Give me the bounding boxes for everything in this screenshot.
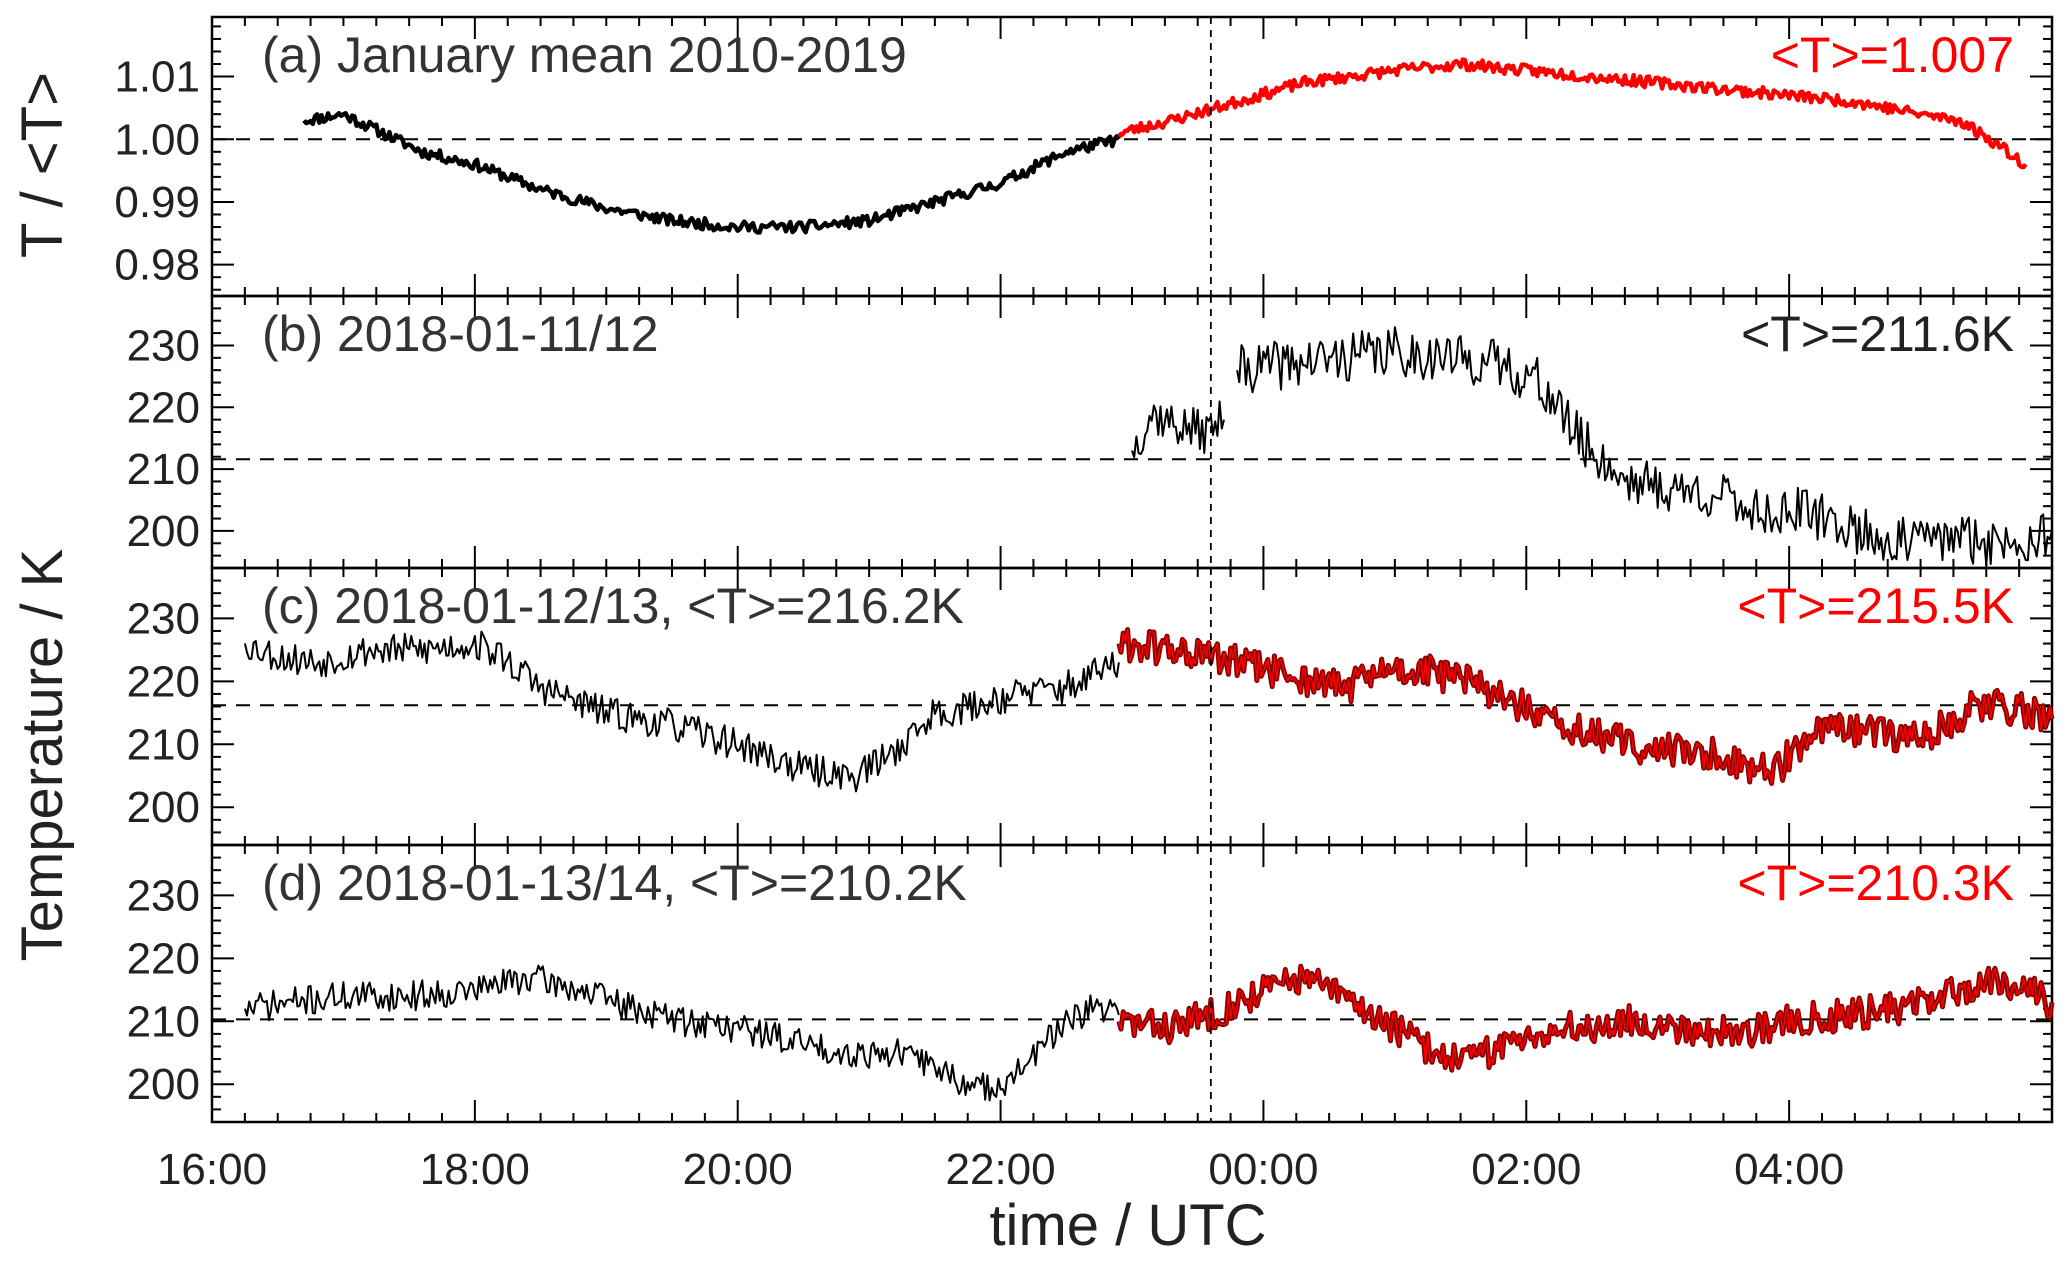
panel-b-series-0 (1131, 400, 1225, 459)
y-tick-label: 200 (127, 507, 200, 556)
y-tick-label: 220 (127, 657, 200, 706)
panel-a-title: (a) January mean 2010-2019 (262, 27, 907, 83)
panel-a-series-0 (302, 111, 1121, 235)
panel-c-series-2 (1118, 628, 2053, 785)
panel-d-series-0 (243, 964, 1120, 1102)
panel-a: 0.98 0.99 1.00 1.01 (a) January mean 2010-20… (114, 15, 2054, 298)
y-axis-label-top: T / <T> (10, 72, 75, 258)
y-tick-label: 200 (127, 1060, 200, 1109)
panel-c-series-0 (243, 630, 1120, 793)
y-tick-label: 210 (127, 997, 200, 1046)
panel-d-series-1 (1116, 963, 2055, 1073)
panel-c-title: (c) 2018-01-12/13, <T>=216.2K (262, 578, 964, 634)
y-tick-label: 220 (127, 383, 200, 432)
y-tick-label: 220 (127, 934, 200, 983)
y-tick-label: 0.98 (114, 241, 200, 290)
panel-c-mean-label: <T>=215.5K (1737, 578, 2014, 634)
x-axis-label: time / UTC (989, 1193, 1266, 1258)
y-tick-label: 230 (127, 321, 200, 370)
panel-b: 200 210 220 230 (b) 2018-01-11/12 <T>=211.6K (127, 294, 2054, 570)
x-tick-label: 16:00 (157, 1145, 267, 1194)
panel-b-series-1 (1236, 326, 2053, 567)
y-tick-label: 210 (127, 720, 200, 769)
x-tick-label: 00:00 (1208, 1145, 1318, 1194)
panel-c: 200 210 220 230 (c) 2018-01-12/13, <T>=216.2… (127, 566, 2055, 847)
x-tick-label: 02:00 (1471, 1145, 1581, 1194)
y-tick-label: 0.99 (114, 178, 200, 227)
x-tick-label: 18:00 (420, 1145, 530, 1194)
y-tick-label: 230 (127, 594, 200, 643)
y-axis-label-bottom: Temperature / K (10, 548, 75, 961)
y-tick-label: 200 (127, 783, 200, 832)
panel-d: 200 210 220 230 (d) 2018-01-13/14, <T>=210.2… (127, 843, 2055, 1124)
y-tick-label: 1.01 (114, 53, 200, 102)
panel-d-title: (d) 2018-01-13/14, <T>=210.2K (262, 855, 967, 911)
y-tick-label: 210 (127, 445, 200, 494)
y-tick-label: 1.00 (114, 115, 200, 164)
panels-group: 0.98 0.99 1.00 1.01 (a) January mean 2010-20… (114, 15, 2055, 1194)
x-tick-label: 20:00 (683, 1145, 793, 1194)
panel-a-mean-label: <T>=1.007 (1771, 27, 2014, 83)
panel-d-mean-label: <T>=210.3K (1737, 855, 2014, 911)
x-tick-label: 04:00 (1734, 1145, 1844, 1194)
y-tick-label: 230 (127, 871, 200, 920)
panel-b-title: (b) 2018-01-11/12 (262, 306, 659, 362)
panel-b-mean-label: <T>=211.6K (1741, 306, 2014, 362)
panel-d-series-2 (1118, 965, 2053, 1071)
x-tick-label: 22:00 (946, 1145, 1056, 1194)
panel-a-series-1 (1117, 57, 2028, 170)
